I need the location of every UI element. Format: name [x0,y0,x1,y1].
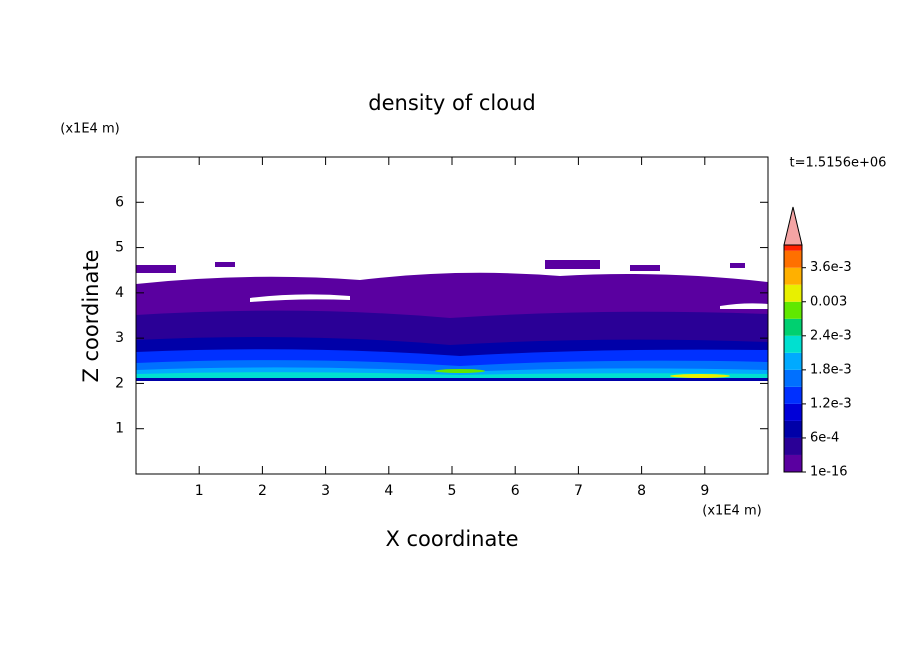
time-label: t=1.5156e+06 [790,156,887,171]
colorbar-band [784,318,802,336]
x-tick-label: 3 [321,483,330,499]
colorbar-band [784,352,802,370]
x-tick-label: 8 [637,483,646,499]
colorbar-tick-label: 1.8e-3 [810,362,852,377]
colorbar-band [784,454,802,472]
colorbar-band [784,420,802,438]
y-tick-label: 3 [115,330,124,346]
x-tick-label: 4 [384,483,393,499]
colorbar-frame [783,244,803,473]
y-tick-label: 4 [115,285,124,301]
colorbar-band [784,335,802,353]
colorbar-tick-label: 6e-4 [810,430,839,445]
x-tick-label: 9 [700,483,709,499]
colorbar-tick-label: 2.4e-3 [810,328,852,343]
x-tick-label: 7 [574,483,583,499]
colorbar-band [784,301,802,319]
colorbar-extend [783,206,803,246]
x-tick-label: 1 [195,483,204,499]
colorbar-tick-label: 0.003 [810,294,847,309]
colorbar-band [784,284,802,302]
x-tick-label: 6 [511,483,520,499]
colorbar-band [784,437,802,455]
y-tick-label: 5 [115,240,124,256]
colorbar-band [784,369,802,387]
contour-field [136,260,768,381]
colorbar-band [784,250,802,268]
colorbar-tick-label: 3.6e-3 [810,260,852,275]
chart-title: density of cloud [368,91,535,115]
y-tick-label: 6 [115,194,124,210]
x-unit: (x1E4 m) [702,504,761,519]
y-axis-label: Z coordinate [79,249,103,382]
y-tick-label: 2 [115,375,124,391]
colorbar-band [784,245,802,251]
x-tick-label: 2 [258,483,267,499]
colorbar-band [784,386,802,404]
colorbar-tick-label: 1.2e-3 [810,396,852,411]
x-tick-label: 5 [448,483,457,499]
y-unit: (x1E4 m) [60,122,119,137]
colorbar-band [784,403,802,421]
x-axis-label: X coordinate [385,527,518,551]
colorbar-band [784,267,802,285]
y-tick-label: 1 [115,421,124,437]
colorbar-tick-label: 1e-16 [810,465,848,480]
